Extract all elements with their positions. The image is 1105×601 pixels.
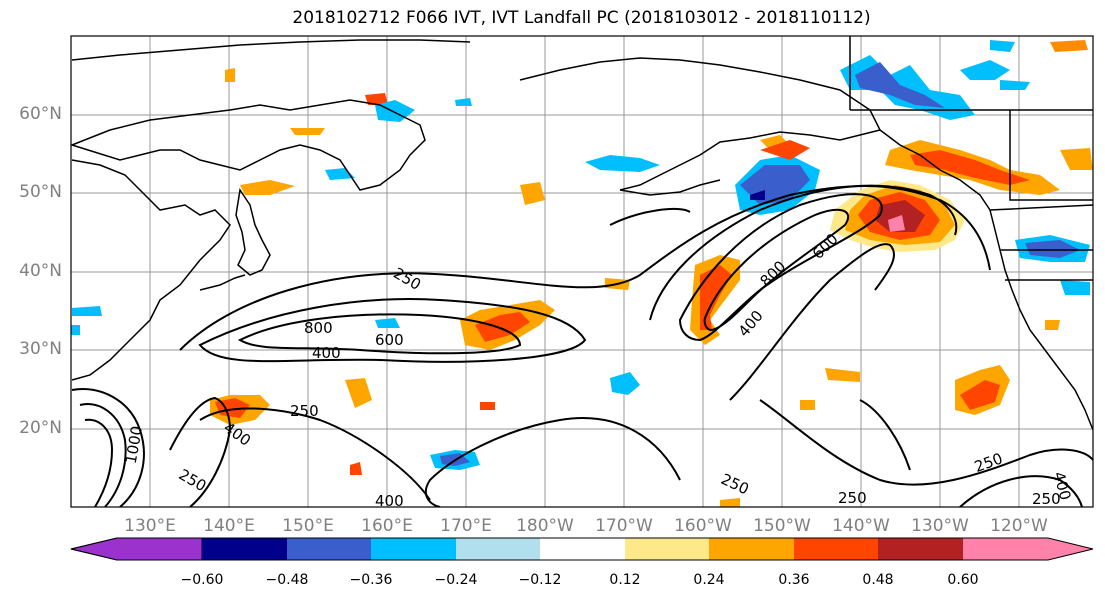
colorbar-tick-label: −0.24 <box>434 572 478 588</box>
lon-label: 140°E <box>203 516 255 536</box>
colorbar-tick-label: −0.12 <box>518 572 562 588</box>
contour-label: 600 <box>809 230 842 263</box>
colorbar-segment <box>202 538 287 560</box>
lat-label: 60°N <box>19 104 62 124</box>
colorbar-tick-label: 0.24 <box>693 572 725 588</box>
contour-label: 250 <box>1032 490 1061 508</box>
contour-label: 400 <box>312 344 341 362</box>
lon-label: 180°W <box>516 516 574 536</box>
lat-label: 20°N <box>19 418 62 438</box>
colorbar-segment <box>540 538 625 560</box>
lon-label: 130°E <box>124 516 176 536</box>
ivt-contours <box>71 184 1093 507</box>
lon-label: 130°W <box>911 516 969 536</box>
lon-label: 150°W <box>753 516 811 536</box>
colorbar-segment <box>709 538 794 560</box>
colorbar-segment <box>878 538 963 560</box>
colorbar-segment <box>794 538 878 560</box>
contour-label: 250 <box>718 470 752 498</box>
gridlines <box>71 36 1093 507</box>
contour-label: 250 <box>972 449 1005 476</box>
contour-label: 800 <box>304 319 333 337</box>
contour-label: 250 <box>290 402 319 420</box>
contour-label: 400 <box>375 492 404 510</box>
colorbar-tick-label: 0.12 <box>609 572 641 588</box>
lon-label: 170°W <box>595 516 653 536</box>
colorbar-segment <box>625 538 709 560</box>
lon-label: 140°W <box>832 516 890 536</box>
colorbar-segment <box>287 538 371 560</box>
colorbar-segment <box>963 538 1093 560</box>
contour-label: 250 <box>838 489 867 507</box>
lat-label: 30°N <box>19 339 62 359</box>
colorbar-tick-label: −0.36 <box>349 572 393 588</box>
colorbar-segment <box>456 538 540 560</box>
contour-label: 1000 <box>122 424 146 465</box>
colorbar-tick-label: 0.60 <box>947 572 979 588</box>
map-frame <box>70 35 1094 508</box>
lon-label: 120°W <box>990 516 1048 536</box>
lat-label: 40°N <box>19 261 62 281</box>
contour-label: 600 <box>375 331 404 349</box>
contour-label: 400 <box>220 419 254 450</box>
lon-label: 150°E <box>282 516 334 536</box>
contour-label: 250 <box>390 264 424 294</box>
contour-label: 800 <box>756 257 789 290</box>
colorbar-segment <box>70 537 203 561</box>
colorbar <box>70 537 1094 561</box>
colorbar-segment <box>371 538 456 560</box>
colorbar-tick-label: −0.60 <box>180 572 224 588</box>
colorbar-tick-label: −0.48 <box>265 572 309 588</box>
coastlines <box>71 36 1093 431</box>
colorbar-tick-label: 0.48 <box>862 572 894 588</box>
contour-label: 400 <box>735 307 767 341</box>
map-title: 2018102712 F066 IVT, IVT Landfall PC (20… <box>292 8 871 28</box>
colorbar-tick-label: 0.36 <box>778 572 810 588</box>
lon-label: 160°W <box>674 516 732 536</box>
lat-label: 50°N <box>19 182 62 202</box>
lon-label: 170°E <box>440 516 492 536</box>
lon-label: 160°E <box>361 516 413 536</box>
